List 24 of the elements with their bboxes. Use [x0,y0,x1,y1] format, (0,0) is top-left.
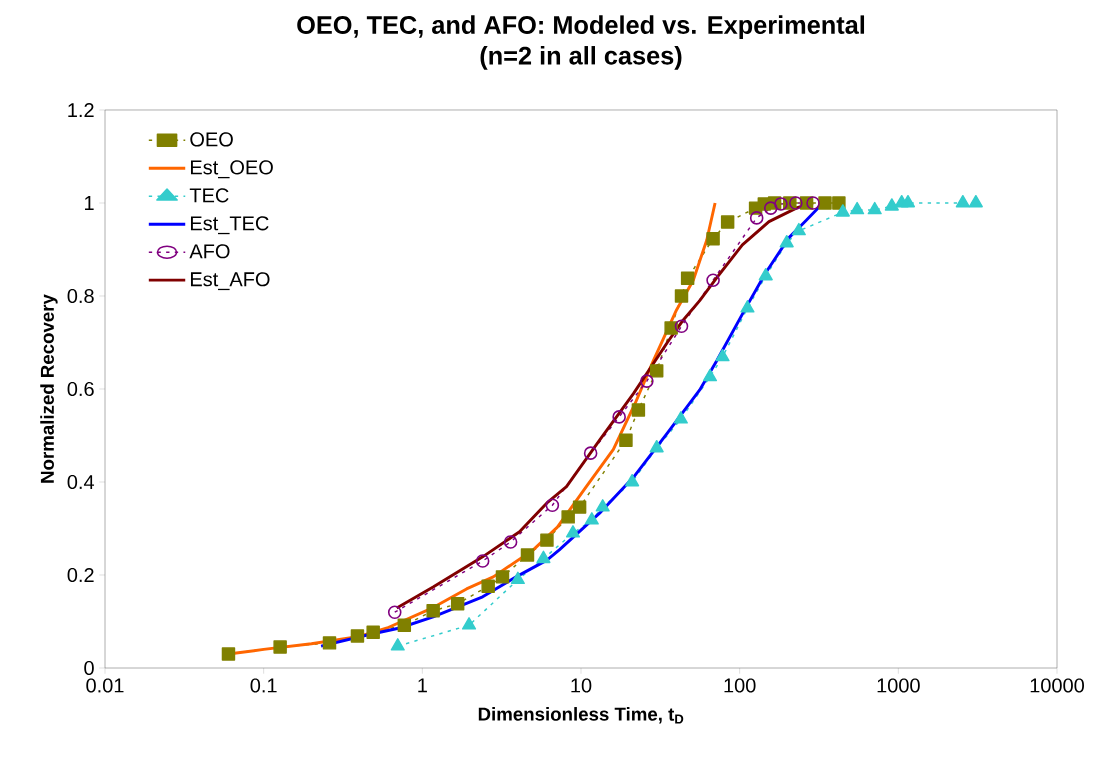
x-tick-label: 0.01 [86,678,124,693]
x-tick-label: 100 [724,678,756,693]
x-tick-label: 10000 [1030,678,1084,693]
y-tick-label: 1.2 [68,103,94,117]
legend-label: AFO [189,244,230,259]
y-tick-label: 1 [85,196,94,210]
y-axis-title: Normalized Recovery [40,294,58,483]
y-tick-label: 0.8 [67,288,94,304]
chart-title: OEO, TEC, and AFO: Modeled vs. Experimental [297,15,865,39]
legend-label: OEO [190,132,233,147]
x-tick-label: 1000 [877,678,920,693]
x-tick-label: 0.1 [250,678,277,693]
chart-subtitle: (n=2 in all cases) [480,46,682,70]
y-tick-label: 0.4 [67,474,95,490]
legend-label: Est_AFO [190,272,270,291]
x-axis-title: Dimensionless Time, t$_{D}$ [478,707,684,724]
y-tick-label: 0.6 [67,381,94,397]
legend-label: Est_TEC [190,216,269,235]
x-tick-label: 10 [571,678,592,693]
x-tick-label: 1 [418,678,427,693]
legend-label: Est_OEO [190,160,273,179]
y-tick-label: 0 [84,660,94,676]
y-tick-label: 0.2 [67,567,94,583]
legend-label: TEC [189,188,229,203]
